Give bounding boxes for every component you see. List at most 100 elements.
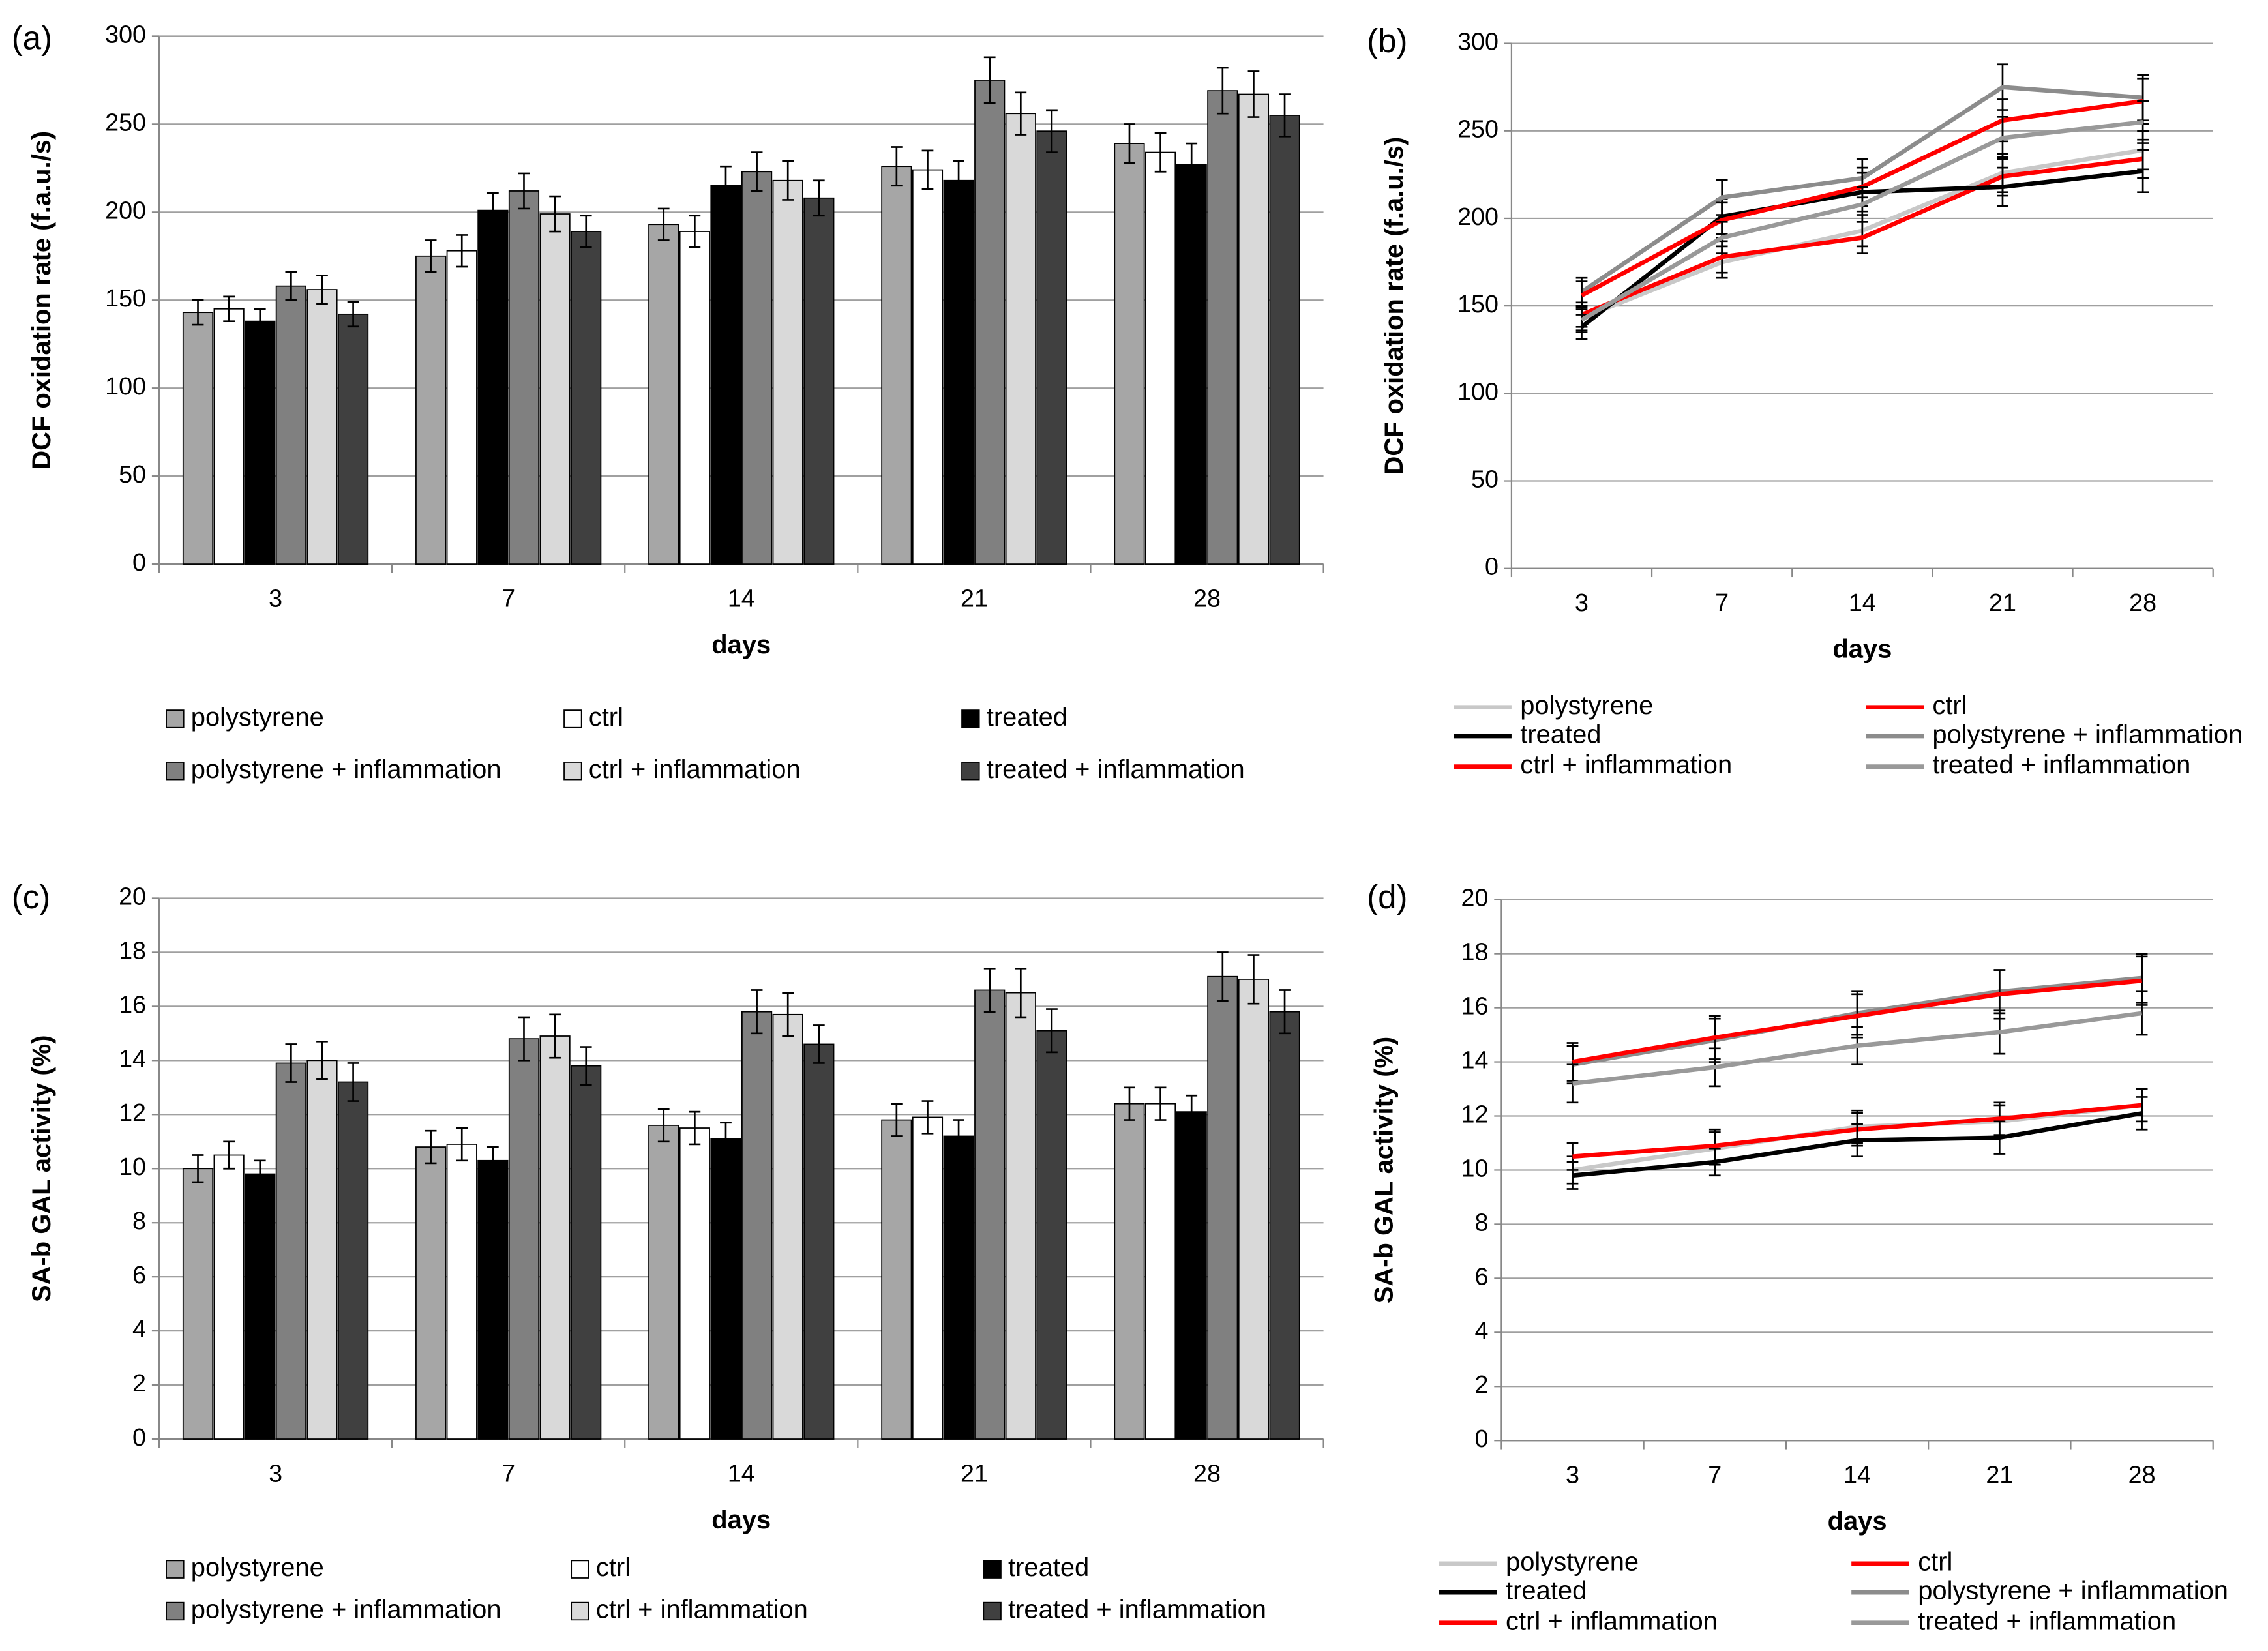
y-tick-label: 200 [105, 196, 146, 224]
panel-label: (d) [1367, 878, 1407, 915]
error-bar [1124, 123, 1135, 164]
error-bar [549, 195, 561, 233]
y-axis-label: SA-b GAL activity (%) [27, 1035, 56, 1302]
error-bar [580, 1046, 592, 1086]
error-bar [316, 1040, 328, 1080]
bar [245, 1173, 276, 1440]
line [1580, 120, 2143, 322]
bar [1036, 1030, 1067, 1440]
error-bar [285, 271, 297, 301]
line [1572, 1011, 2143, 1086]
y-tick-label: 12 [1461, 1100, 1489, 1127]
legend-label: polystyrene [191, 703, 324, 732]
bar [710, 185, 741, 565]
legend-label: treated + inflammation [1932, 751, 2190, 779]
bar [1238, 979, 1270, 1440]
y-tick-label: 14 [119, 1045, 146, 1072]
legend-label: ctrl [1932, 691, 1967, 720]
y-tick-label: 250 [1457, 115, 1499, 143]
error-bar [1279, 93, 1291, 138]
bar [182, 1168, 214, 1440]
y-tick-label: 2 [132, 1369, 146, 1397]
y-tick-label: 10 [119, 1153, 146, 1180]
bar [943, 1135, 974, 1440]
bar [1114, 143, 1145, 565]
error-bar [751, 151, 763, 192]
legend-swatch [571, 1560, 589, 1579]
panel: (a) 0 50 100 150 200 250 300 3 7 14 21 28 days DCF oxi… [12, 20, 1324, 784]
bar [571, 1065, 602, 1440]
x-tick-label: 28 [1193, 584, 1221, 612]
bar [571, 231, 602, 565]
bar [912, 1116, 944, 1440]
x-tick-label: 21 [1989, 589, 2016, 616]
legend-label: polystyrene + inflammation [1932, 721, 2243, 749]
legend-label: treated [1520, 721, 1601, 749]
bar [943, 179, 974, 565]
panel: (d) 0 2 4 6 8 10 12 14 16 18 20 3 7 14 21 28 days SA-b GAL… [1367, 878, 2228, 1635]
bar [446, 1144, 477, 1440]
error-bar [782, 992, 794, 1037]
error-bar [782, 160, 794, 201]
error-bar [1154, 132, 1167, 173]
error-bar [1279, 989, 1291, 1035]
x-tick-label: 14 [728, 584, 755, 612]
error-bar [1247, 954, 1260, 1005]
bar [648, 224, 679, 565]
line [1572, 978, 2142, 1064]
bar [741, 171, 773, 565]
legend-label: ctrl + inflammation [1520, 751, 1732, 779]
bar [275, 285, 306, 565]
legend-label: treated [1506, 1577, 1587, 1605]
x-tick-label: 7 [501, 1459, 515, 1487]
x-tick-label: 28 [2129, 589, 2156, 616]
y-tick-label: 8 [1474, 1208, 1488, 1236]
legend-label: polystyrene + inflammation [1918, 1577, 2228, 1605]
legend-label: ctrl + inflammation [589, 755, 801, 784]
bar [1269, 1011, 1300, 1440]
bar [415, 1146, 447, 1440]
error-bar [1124, 1086, 1135, 1121]
bar [477, 1159, 509, 1440]
bar [1207, 90, 1238, 565]
panel: (b) 0 50 100 150 200 250 300 3 7 14 21 28 days DCF oxi… [1367, 22, 2243, 779]
legend-label: polystyrene + inflammation [191, 755, 501, 784]
bar [1238, 93, 1270, 565]
bar [1036, 130, 1067, 565]
x-axis-label: days [1832, 635, 1892, 664]
legend-swatch [166, 1560, 185, 1579]
panel-label: (a) [12, 20, 52, 57]
error-bar [1247, 70, 1260, 118]
error-bar [689, 215, 701, 248]
y-tick-label: 4 [132, 1315, 146, 1343]
legend-swatch [166, 762, 185, 781]
error-bar [486, 192, 499, 229]
error-bar [921, 149, 934, 190]
error-bar [1046, 109, 1058, 153]
error-bar [347, 301, 359, 328]
line [1572, 1111, 2143, 1178]
bar [1114, 1103, 1145, 1440]
x-tick-label: 14 [1843, 1461, 1871, 1489]
error-bar [751, 989, 763, 1035]
bar [881, 166, 912, 565]
x-tick-label: 3 [269, 1459, 282, 1487]
bar [679, 231, 710, 565]
bar [912, 169, 944, 565]
error-bar [518, 172, 530, 210]
error-bar [192, 1154, 204, 1183]
legend-label: polystyrene [191, 1553, 324, 1582]
bar [338, 1081, 369, 1440]
legend-label: treated [1008, 1553, 1089, 1582]
error-bar [456, 234, 468, 268]
y-tick-label: 150 [105, 284, 146, 312]
y-tick-label: 0 [132, 548, 146, 576]
y-tick-label: 16 [119, 990, 146, 1018]
y-tick-label: 20 [119, 882, 146, 910]
error-bar [1216, 67, 1229, 115]
y-tick-label: 0 [132, 1423, 146, 1451]
error-bar [518, 1016, 530, 1062]
error-bar [1186, 142, 1198, 187]
panel-label: (c) [12, 878, 50, 915]
legend-label: treated + inflammation [987, 755, 1245, 784]
